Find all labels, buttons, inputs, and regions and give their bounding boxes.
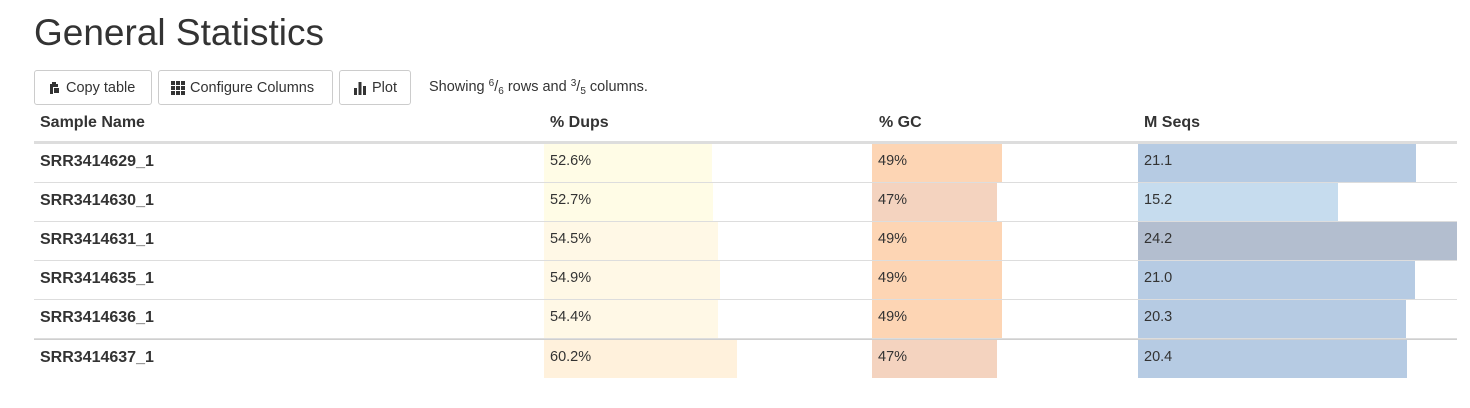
- mseqs-cell: 21.0: [1138, 261, 1457, 299]
- sample-name-cell: SRR3414631_1: [40, 231, 154, 248]
- copy-icon: [47, 81, 61, 95]
- table-row: SRR3414637_1 60.2% 47% 20.4: [34, 339, 1457, 378]
- dups-cell: 54.9%: [544, 261, 864, 299]
- bar-chart-icon: [353, 81, 367, 95]
- dups-value: 54.5%: [550, 231, 592, 247]
- general-statistics-table: Sample Name % Dups % GC M Seqs SRR341462…: [34, 108, 1457, 378]
- mseqs-value: 21.0: [1144, 270, 1173, 286]
- gc-bar: [872, 144, 1002, 182]
- gc-value: 49%: [878, 270, 908, 286]
- dups-bar: [544, 222, 718, 260]
- mseqs-value: 24.2: [1144, 231, 1173, 247]
- cols-total: 5: [580, 86, 586, 97]
- sample-name-cell: SRR3414629_1: [40, 153, 154, 170]
- mseqs-bar: [1138, 222, 1457, 260]
- dups-value: 60.2%: [550, 349, 592, 365]
- table-toolbar: Copy table Configure Columns: [34, 69, 648, 106]
- dups-value: 54.4%: [550, 309, 592, 325]
- sample-name-cell: SRR3414637_1: [40, 349, 154, 366]
- gc-value: 49%: [878, 153, 908, 169]
- sample-name-cell: SRR3414635_1: [40, 270, 154, 287]
- sample-name-cell: SRR3414636_1: [40, 309, 154, 326]
- table-row: SRR3414629_1 52.6% 49% 21.1: [34, 144, 1457, 183]
- gc-cell: 49%: [872, 261, 1137, 299]
- mseqs-cell: 21.1: [1138, 144, 1457, 182]
- status-prefix: Showing: [429, 79, 489, 95]
- dups-cell: 52.6%: [544, 144, 864, 182]
- mseqs-bar: [1138, 183, 1338, 221]
- dups-bar: [544, 183, 713, 221]
- gc-bar: [872, 222, 1002, 260]
- sample-name-cell: SRR3414630_1: [40, 192, 154, 209]
- mseqs-value: 20.3: [1144, 309, 1173, 325]
- mseqs-bar: [1138, 144, 1416, 182]
- dups-cell: 60.2%: [544, 340, 864, 378]
- status-suffix: columns.: [585, 79, 648, 95]
- dups-value: 54.9%: [550, 270, 592, 286]
- gc-cell: 47%: [872, 183, 1137, 221]
- mseqs-bar: [1138, 261, 1415, 299]
- dups-bar: [544, 300, 718, 338]
- table-status-text: Showing 6/6 rows and 3/5 columns.: [429, 78, 648, 97]
- dups-value: 52.7%: [550, 192, 592, 208]
- status-mid: rows and: [503, 79, 571, 95]
- table-row: SRR3414630_1 52.7% 47% 15.2: [34, 183, 1457, 222]
- table-body: SRR3414629_1 52.6% 49% 21.1 SRR3414630_1 52.7…: [34, 144, 1457, 378]
- gc-bar: [872, 261, 1002, 299]
- cols-shown: 3: [570, 78, 577, 89]
- mseqs-cell: 20.4: [1138, 340, 1457, 378]
- header-dups[interactable]: % Dups: [550, 114, 609, 131]
- dups-cell: 54.5%: [544, 222, 864, 260]
- mseqs-value: 15.2: [1144, 192, 1173, 208]
- table-row: SRR3414631_1 54.5% 49% 24.2: [34, 222, 1457, 261]
- gc-value: 47%: [878, 349, 908, 365]
- gc-bar: [872, 340, 997, 378]
- gc-cell: 47%: [872, 340, 1137, 378]
- configure-columns-button[interactable]: Configure Columns: [158, 70, 333, 105]
- page-title: General Statistics: [34, 12, 324, 53]
- copy-table-button[interactable]: Copy table: [34, 70, 152, 105]
- dups-cell: 52.7%: [544, 183, 864, 221]
- rows-total: 6: [498, 86, 504, 97]
- gc-bar: [872, 183, 997, 221]
- mseqs-cell: 15.2: [1138, 183, 1457, 221]
- gc-cell: 49%: [872, 222, 1137, 260]
- grid-icon: [171, 80, 185, 95]
- gc-value: 49%: [878, 231, 908, 247]
- dups-cell: 54.4%: [544, 300, 864, 338]
- table-row: SRR3414636_1 54.4% 49% 20.3: [34, 300, 1457, 339]
- configure-columns-label: Configure Columns: [190, 79, 315, 96]
- mseqs-value: 21.1: [1144, 153, 1173, 169]
- gc-bar: [872, 300, 1002, 338]
- mseqs-value: 20.4: [1144, 349, 1173, 365]
- copy-table-label: Copy table: [66, 79, 136, 96]
- gc-cell: 49%: [872, 300, 1137, 338]
- mseqs-bar: [1138, 300, 1406, 338]
- gc-value: 47%: [878, 192, 908, 208]
- dups-value: 52.6%: [550, 153, 592, 169]
- mseqs-cell: 20.3: [1138, 300, 1457, 338]
- header-mseqs[interactable]: M Seqs: [1144, 114, 1201, 131]
- header-gc[interactable]: % GC: [879, 114, 922, 131]
- dups-bar: [544, 144, 712, 182]
- gc-value: 49%: [878, 309, 908, 325]
- mseqs-cell: 24.2: [1138, 222, 1457, 260]
- dups-bar: [544, 340, 737, 378]
- plot-button[interactable]: Plot: [339, 70, 411, 105]
- gc-cell: 49%: [872, 144, 1137, 182]
- mseqs-bar: [1138, 340, 1407, 378]
- header-sample-name[interactable]: Sample Name: [40, 114, 145, 131]
- table-header: Sample Name % Dups % GC M Seqs: [34, 108, 1457, 144]
- plot-label: Plot: [372, 79, 397, 96]
- table-row: SRR3414635_1 54.9% 49% 21.0: [34, 261, 1457, 300]
- rows-shown: 6: [488, 78, 495, 89]
- dups-bar: [544, 261, 720, 299]
